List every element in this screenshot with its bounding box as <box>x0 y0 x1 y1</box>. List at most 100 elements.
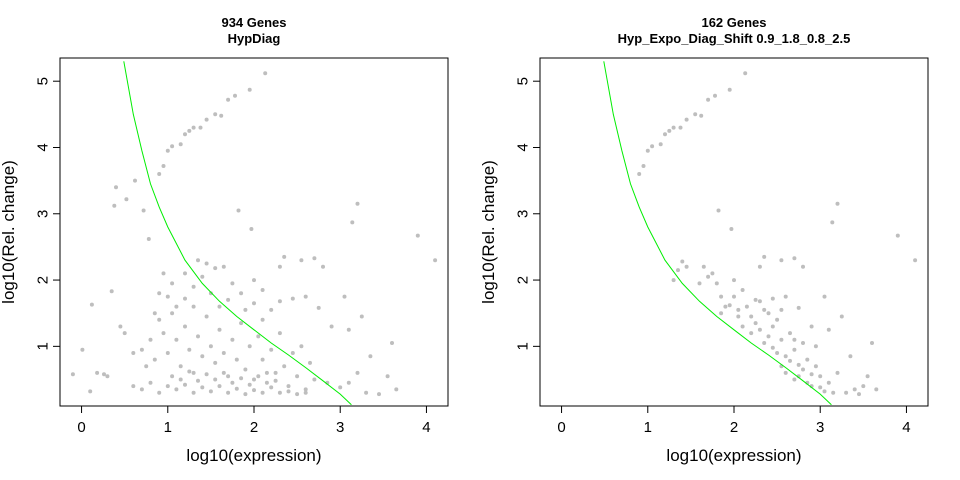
left-x-tick-label: 4 <box>422 419 430 436</box>
left-data-point <box>217 327 222 332</box>
right-data-point <box>779 307 784 312</box>
left-chart-title: 934 Genes <box>221 15 286 30</box>
left-data-point <box>204 117 209 122</box>
left-data-point <box>165 384 170 389</box>
right-data-point <box>775 351 780 355</box>
right-data-point <box>861 384 866 389</box>
left-data-point <box>252 377 256 382</box>
left-data-point <box>342 294 347 299</box>
left-x-tick-label: 1 <box>164 419 172 436</box>
right-data-point <box>852 387 857 392</box>
left-y-ticks: 1 2 3 4 5 <box>34 77 60 350</box>
left-data-point <box>385 374 390 379</box>
right-y-tick-label: 3 <box>514 210 531 218</box>
left-data-point <box>243 307 248 312</box>
left-data-point <box>165 294 170 299</box>
left-data-point <box>191 125 196 130</box>
right-chart-subtitle: Hyp_Expo_Diag_Shift 0.9_1.8_0.8_2.5 <box>618 31 851 46</box>
left-data-point <box>157 291 162 296</box>
left-data-point <box>247 382 252 387</box>
left-data-point <box>161 164 166 168</box>
left-data-point <box>277 331 282 336</box>
left-data-point <box>178 364 183 369</box>
left-data-point <box>256 334 261 339</box>
left-data-point <box>191 284 196 289</box>
right-data-point <box>762 341 767 345</box>
right-data-point <box>740 324 745 329</box>
left-data-point <box>256 374 261 379</box>
left-data-point <box>213 377 218 382</box>
left-data-point <box>243 367 248 372</box>
left-data-point <box>277 299 282 304</box>
right-data-point <box>848 354 853 359</box>
left-data-point <box>217 384 222 389</box>
right-data-point <box>805 357 810 362</box>
left-data-point <box>88 389 93 394</box>
right-data-point <box>678 125 683 130</box>
right-data-point <box>667 128 672 133</box>
left-data-point <box>260 390 265 395</box>
left-data-point <box>252 278 256 283</box>
right-x-tick-label: 3 <box>816 419 824 436</box>
left-data-point <box>264 370 269 375</box>
left-data-point <box>131 351 136 355</box>
left-data-point <box>295 392 300 397</box>
left-data-point <box>364 390 369 395</box>
left-data-point <box>282 364 287 369</box>
left-data-point <box>133 178 137 183</box>
left-data-point <box>359 314 364 319</box>
left-data-point <box>303 294 308 299</box>
right-data-point <box>792 337 797 342</box>
left-data-point <box>183 271 187 276</box>
left-data-point <box>355 370 360 375</box>
right-data-point <box>710 271 715 276</box>
right-data-point <box>762 254 767 259</box>
right-data-point <box>870 341 874 345</box>
left-x-tick-label: 2 <box>250 419 258 436</box>
right-data-point <box>749 314 754 319</box>
right-data-point <box>801 264 805 269</box>
right-data-point <box>865 374 870 379</box>
right-data-point <box>757 264 762 269</box>
left-data-point <box>152 311 157 316</box>
left-data-point <box>174 337 179 342</box>
left-data-point <box>139 347 144 352</box>
right-data-point <box>844 390 849 395</box>
right-data-point <box>719 294 724 299</box>
right-data-point <box>895 233 900 238</box>
right-data-point <box>676 268 680 273</box>
right-data-point <box>736 307 741 312</box>
right-data-point <box>783 354 788 359</box>
right-data-point <box>740 288 745 292</box>
left-plot-frame <box>59 57 449 407</box>
right-data-point <box>822 389 827 394</box>
right-data-point <box>792 256 797 261</box>
right-data-point <box>743 71 748 76</box>
left-data-point <box>286 389 291 394</box>
left-data-point <box>191 304 196 309</box>
left-data-point <box>226 374 231 379</box>
right-data-point <box>693 112 698 117</box>
left-data-point <box>174 304 179 309</box>
right-data-point <box>839 314 844 319</box>
right-data-point <box>719 311 724 316</box>
left-data-point <box>213 360 218 365</box>
right-data-point <box>671 125 676 130</box>
left-data-point <box>252 388 256 393</box>
left-x-tick-label: 0 <box>77 419 85 436</box>
left-data-point <box>112 203 117 208</box>
left-data-point <box>303 387 308 392</box>
left-data-point <box>260 317 265 322</box>
left-data-point <box>183 382 187 387</box>
right-y-tick-label: 2 <box>514 276 531 284</box>
left-data-point <box>263 71 268 76</box>
left-data-point <box>200 385 205 390</box>
left-data-point <box>234 386 239 391</box>
left-data-point <box>239 291 244 296</box>
left-data-point <box>183 324 187 329</box>
left-data-point <box>377 392 381 397</box>
left-data-point <box>350 220 355 225</box>
left-data-point <box>183 296 187 301</box>
right-data-point <box>645 148 650 153</box>
